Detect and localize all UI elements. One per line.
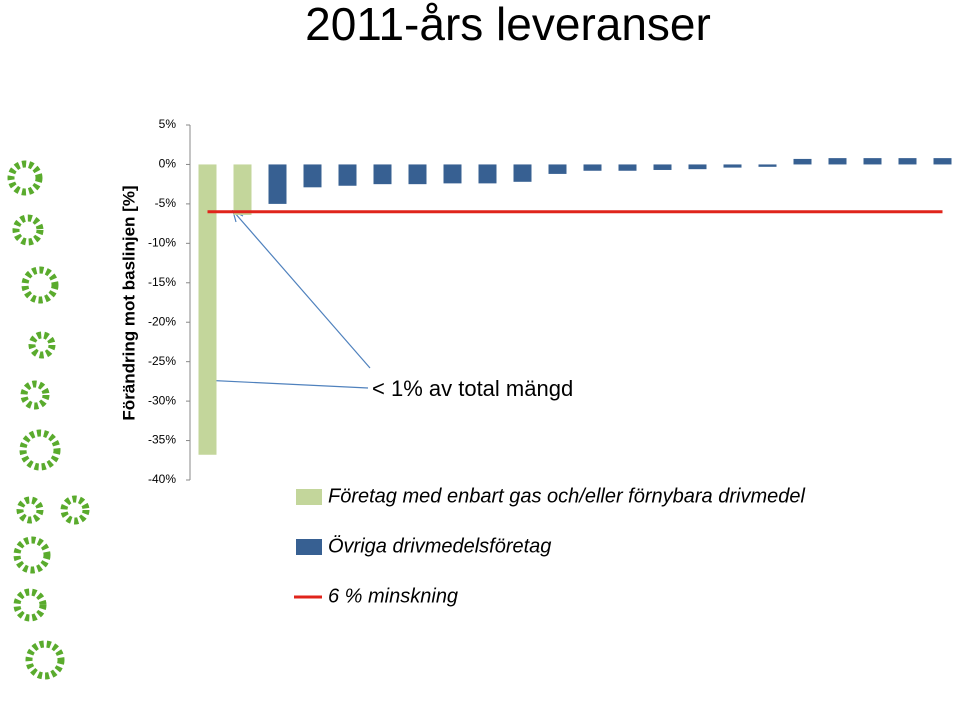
y-tick-label: -25%	[148, 354, 176, 368]
bar	[583, 164, 602, 171]
y-tick-label: -20%	[148, 314, 176, 328]
bar	[863, 158, 882, 165]
y-tick-label: 0%	[159, 157, 177, 171]
bar	[688, 164, 707, 170]
bar	[373, 164, 392, 185]
y-tick-label: -40%	[148, 472, 176, 486]
annotation: < 1% av total mängd	[372, 376, 573, 401]
bar	[513, 164, 532, 182]
bar	[618, 164, 637, 171]
legend-label: 6 % minskning	[328, 585, 458, 607]
bar	[898, 158, 917, 165]
legend-swatch	[296, 489, 322, 505]
bar	[478, 164, 497, 184]
chart-title: 2011-års leveranser	[305, 0, 711, 50]
bar	[303, 164, 322, 188]
bar	[233, 164, 252, 215]
legend-label: Företag med enbart gas och/eller förnyba…	[328, 485, 805, 507]
bar	[548, 164, 567, 174]
decoration	[7, 160, 90, 680]
y-axis-label: Förändring mot baslinjen [%]	[119, 185, 138, 420]
y-tick-label: -35%	[148, 433, 176, 447]
bar	[793, 158, 812, 165]
y-tick-label: -10%	[148, 236, 176, 250]
bar	[723, 164, 742, 168]
bar	[828, 158, 847, 165]
bar	[408, 164, 427, 185]
bar	[758, 164, 777, 167]
y-tick-label: -5%	[155, 196, 177, 210]
legend-swatch	[296, 539, 322, 555]
bar	[443, 164, 462, 184]
bar	[338, 164, 357, 186]
bar	[933, 158, 952, 165]
y-tick-label: 5%	[159, 117, 177, 131]
bar	[198, 164, 217, 455]
annotation-arrows	[199, 209, 371, 389]
bar	[653, 164, 672, 170]
bar	[268, 164, 287, 204]
y-tick-label: -30%	[148, 393, 176, 407]
legend-label: Övriga drivmedelsföretag	[328, 535, 551, 557]
y-tick-label: -15%	[148, 275, 176, 289]
